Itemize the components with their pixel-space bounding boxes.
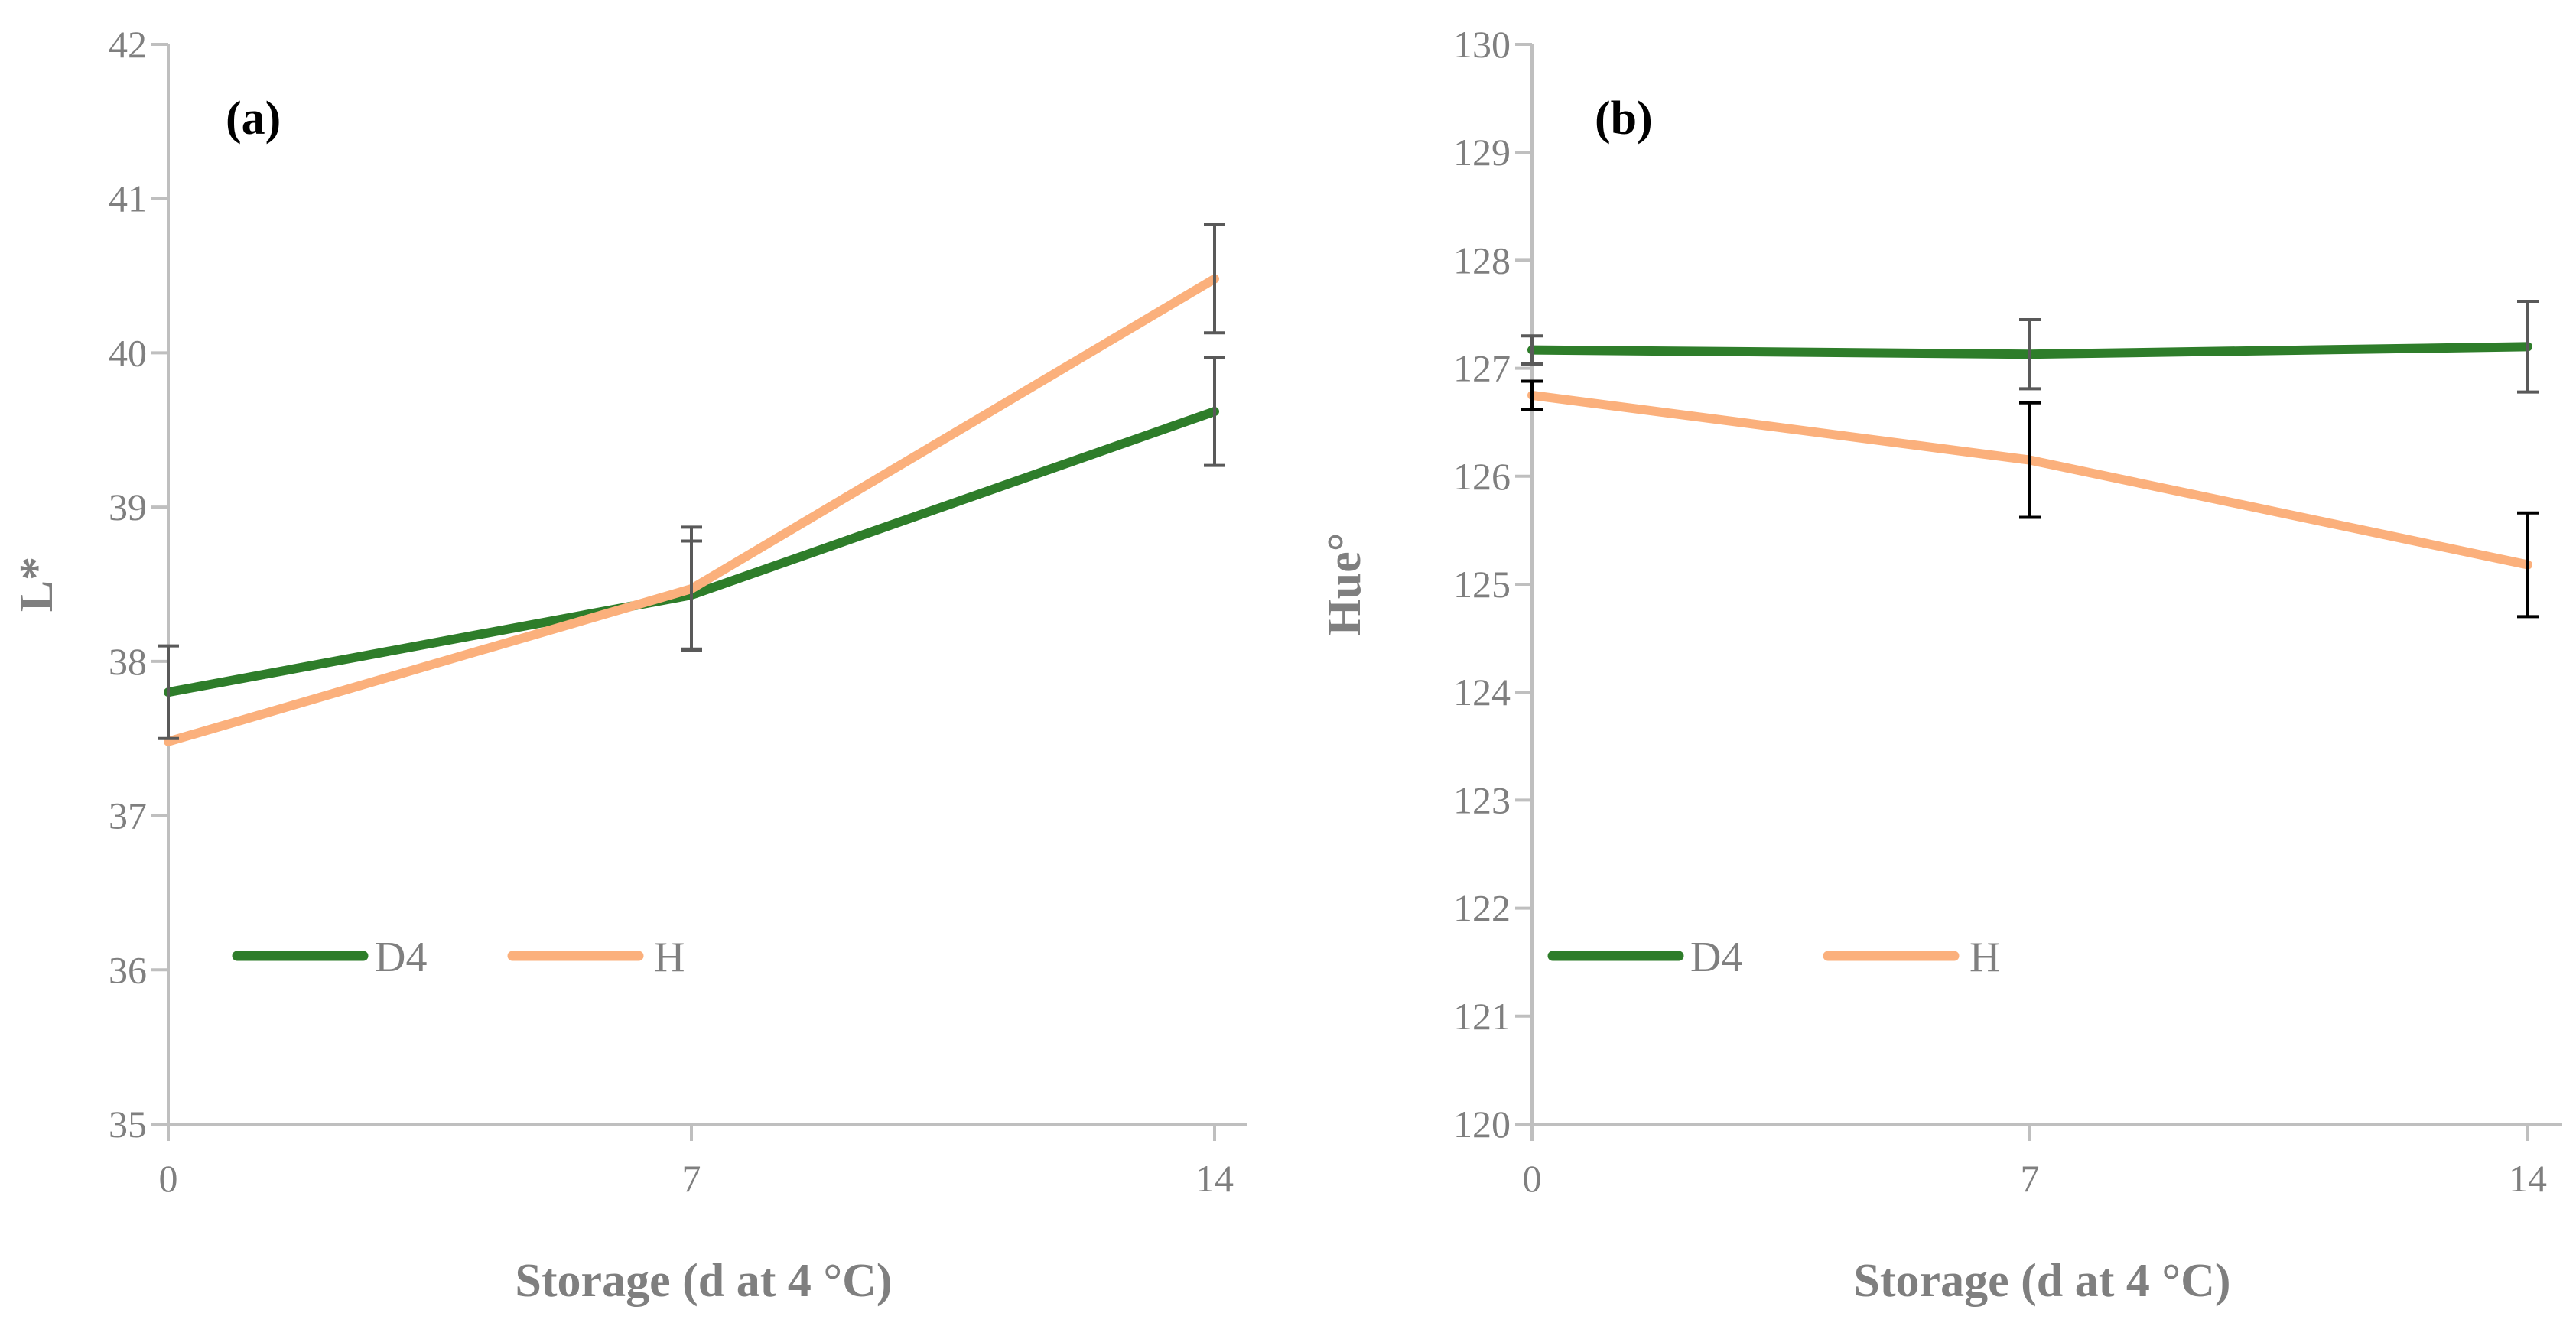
x-tick-label: 14 <box>1195 1157 1234 1200</box>
y-tick-label: 130 <box>1453 23 1511 66</box>
y-tick-label: 124 <box>1453 671 1511 713</box>
series-line-h <box>164 274 1219 746</box>
y-tick-label: 122 <box>1453 887 1511 930</box>
error-bar-h <box>2019 401 2041 519</box>
y-axis-title: L* <box>11 557 63 612</box>
legend: D4 H <box>1547 934 2000 981</box>
y-tick-label: 123 <box>1453 778 1511 821</box>
chart-panel-2: 120 121 122 123 124 125 126 127 128 129 130 0 7 14 Sto… <box>1319 23 2562 1307</box>
error-bar-h <box>1521 379 1543 411</box>
y-tick-label: 127 <box>1453 347 1511 390</box>
y-tick-label: 121 <box>1453 995 1511 1038</box>
chart-panel-1: 35 36 37 38 39 40 41 42 0 7 14 Storage (d at 4 °C) L… <box>11 23 1247 1307</box>
x-tick-label: 0 <box>159 1157 178 1200</box>
x-axis-title: Storage (d at 4 °C) <box>1853 1255 2230 1307</box>
x-tick-label: 0 <box>1523 1157 1542 1200</box>
error-bar-d4 <box>158 644 179 740</box>
x-axis-title: Storage (d at 4 °C) <box>515 1255 892 1307</box>
y-tick-label: 120 <box>1453 1103 1511 1146</box>
y-axis-title: Hue° <box>1319 532 1371 635</box>
error-bar-d4 <box>2517 300 2539 394</box>
y-tick-label: 39 <box>109 486 147 528</box>
x-tick-label: 7 <box>682 1157 701 1200</box>
y-tick-label: 37 <box>109 795 147 837</box>
error-bar-h <box>2517 511 2539 619</box>
legend-label-h: H <box>654 934 685 981</box>
error-bar-h <box>1204 223 1225 335</box>
x-tick-label: 14 <box>2509 1157 2547 1200</box>
legend-label-d4: D4 <box>375 934 427 981</box>
error-bar-d4 <box>1204 356 1225 467</box>
legend: D4 H <box>232 934 685 981</box>
y-tick-label: 36 <box>109 948 147 991</box>
y-tick-label: 41 <box>109 177 147 220</box>
error-bar-h <box>681 525 702 652</box>
x-tick-label: 7 <box>2021 1157 2040 1200</box>
panel-label: (a) <box>226 93 281 145</box>
y-tick-label: 42 <box>109 23 147 66</box>
y-tick-label: 40 <box>109 331 147 374</box>
panel-label: (b) <box>1595 93 1653 145</box>
y-tick-label: 35 <box>109 1103 147 1146</box>
error-bar-d4 <box>2019 318 2041 391</box>
error-bar-d4 <box>1521 334 1543 366</box>
y-tick-label: 128 <box>1453 239 1511 281</box>
y-tick-label: 125 <box>1453 563 1511 606</box>
y-tick-label: 129 <box>1453 131 1511 174</box>
y-tick-label: 126 <box>1453 455 1511 498</box>
legend-label-d4: D4 <box>1690 934 1742 981</box>
y-tick-label: 38 <box>109 640 147 683</box>
legend-label-h: H <box>1969 934 2000 981</box>
